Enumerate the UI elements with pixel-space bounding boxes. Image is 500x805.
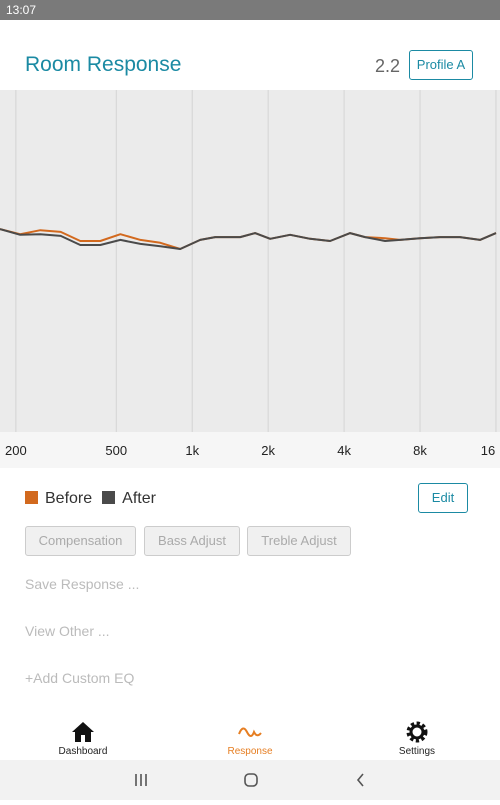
plot-bg [0, 90, 500, 432]
settings-icon[interactable] [405, 720, 429, 744]
series-line [0, 228, 497, 250]
version: 2.2 [375, 56, 401, 76]
nav-label[interactable]: Response [227, 746, 273, 757]
link[interactable]: +Add Custom EQ [25, 670, 135, 686]
clock: 13:07 [6, 3, 37, 17]
legend: Before After [25, 490, 166, 508]
tab[interactable]: Compensation [25, 526, 136, 556]
title: Room Response [25, 53, 182, 76]
x-tick-label: 1k [185, 443, 199, 458]
status-bar: 13:07 [0, 0, 500, 20]
legend-label: Before [45, 490, 93, 507]
x-tick-label: 200 [5, 443, 27, 458]
axis-bg [0, 432, 500, 468]
link[interactable]: View Other ... [25, 623, 110, 639]
x-tick-label: 500 [105, 443, 127, 458]
chart: 200 500 1k 2k 4k 8k 16 [0, 90, 500, 468]
x-tick-label: 2k [261, 443, 275, 458]
legend-swatch [102, 491, 116, 504]
nav-label[interactable]: Dashboard [58, 746, 108, 757]
link[interactable]: Save Response ... [25, 576, 140, 592]
legend-label: After [122, 490, 156, 507]
x-tick-label: 16 [481, 443, 495, 458]
profile-button[interactable]: Profile A [409, 50, 473, 80]
response-icon[interactable] [238, 722, 262, 742]
tab[interactable]: Treble Adjust [247, 526, 351, 556]
system-buttons [135, 773, 364, 787]
x-tick-label: 4k [337, 443, 351, 458]
nav-label[interactable]: Settings [398, 746, 436, 757]
legend-swatch [25, 491, 38, 504]
home-icon[interactable] [70, 720, 96, 744]
x-tick-label: 8k [413, 443, 427, 458]
system-nav [0, 760, 500, 800]
tab[interactable]: Bass Adjust [144, 526, 240, 556]
edit-button[interactable]: Edit [418, 483, 468, 513]
